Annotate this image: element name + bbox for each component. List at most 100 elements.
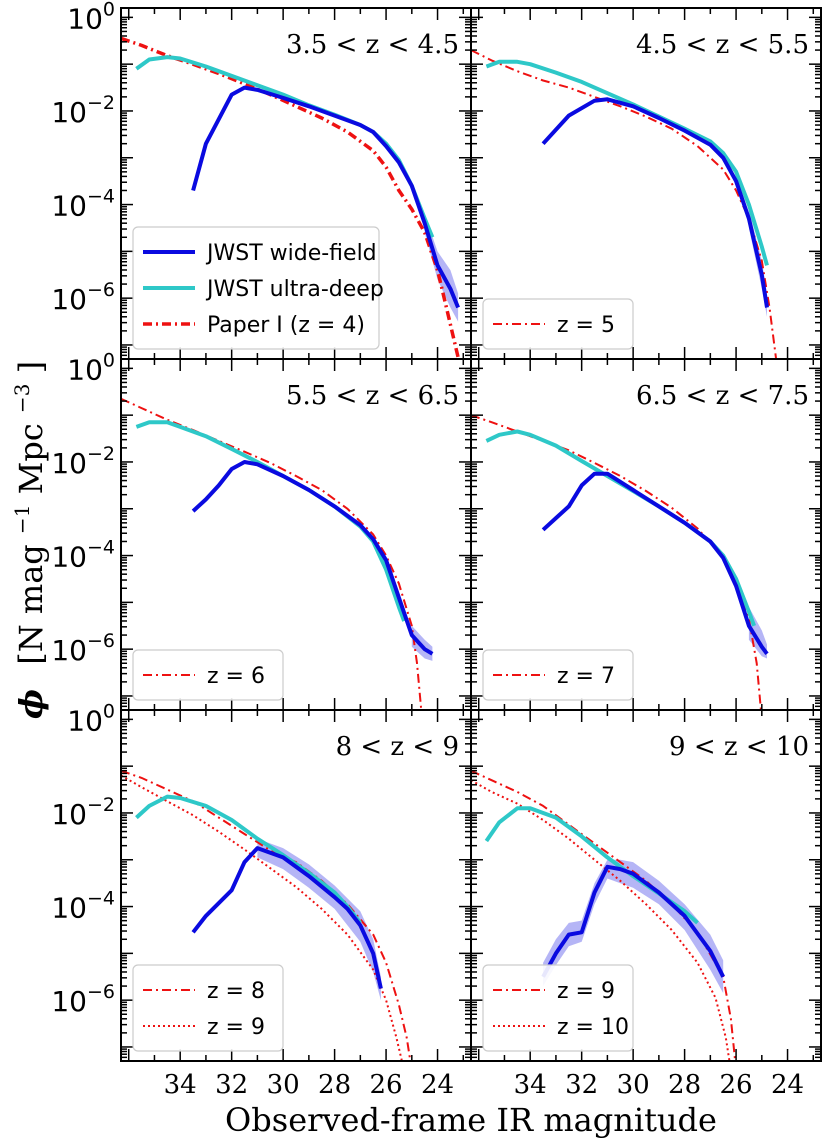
legend-box xyxy=(132,226,380,350)
wide-field-line xyxy=(191,846,383,989)
y-tick-label-base: 10 xyxy=(51,96,87,129)
y-axis-symbol: ϕ xyxy=(12,689,50,719)
y-tick-label: 10−6 xyxy=(51,981,115,1018)
y-tick-label-base: 10 xyxy=(51,798,87,831)
y-tick-label: 10−4 xyxy=(51,888,115,925)
legend-label: z = 9 xyxy=(557,979,615,1004)
y-tick-label-exponent: −4 xyxy=(87,537,115,559)
legend-label: z = 5 xyxy=(557,313,615,338)
model-line xyxy=(471,779,731,1061)
y-axis-units-exp2: −3 xyxy=(10,384,34,413)
y-tick-label-exponent: 0 xyxy=(103,349,115,371)
ultra-deep-line xyxy=(135,794,362,925)
panel: 34 32 30 28 26 24 9 < z < 10 z = 9 z = 10 xyxy=(470,709,822,1100)
plot-area xyxy=(121,397,434,710)
y-tick-label-base: 10 xyxy=(51,447,87,480)
y-tick-label-base: 10 xyxy=(67,704,103,737)
x-tick-label: 26 xyxy=(370,1070,403,1100)
legend-label: z = 6 xyxy=(207,664,265,689)
legend-box xyxy=(132,964,284,1052)
y-tick-label-base: 10 xyxy=(51,190,87,223)
y-tick-label: 10−2 xyxy=(51,794,115,831)
y-tick-label: 100 xyxy=(67,700,115,737)
x-tick-label: 30 xyxy=(617,1070,650,1100)
x-tick-label: 28 xyxy=(668,1070,701,1100)
plot-area xyxy=(121,36,461,359)
wide-field-line xyxy=(191,460,434,656)
panel-title: 9 < z < 10 xyxy=(669,732,809,762)
x-tick-label: 24 xyxy=(771,1070,804,1100)
legend-label: z = 7 xyxy=(557,664,615,689)
y-tick-label-base: 10 xyxy=(51,283,87,316)
y-tick-label-exponent: −6 xyxy=(87,279,115,301)
legend-label: z = 10 xyxy=(557,1015,629,1040)
plot-area xyxy=(471,414,769,710)
x-tick-label: 26 xyxy=(720,1070,753,1100)
plot-area xyxy=(121,769,412,1061)
x-tick-label: 30 xyxy=(267,1070,300,1100)
y-axis-units-3: ] xyxy=(12,361,50,373)
legend-label: Paper I (z = 4) xyxy=(207,313,365,338)
y-axis-label: ϕ [N mag −1 Mpc −3 ] xyxy=(0,361,50,719)
y-tick-label: 10−4 xyxy=(51,186,115,223)
wide-field-line xyxy=(541,864,725,978)
legend-label: JWST ultra-deep xyxy=(205,277,384,302)
legend-box xyxy=(132,649,284,701)
panel: 4.5 < z < 5.5 z = 5 xyxy=(470,7,822,360)
y-tick-label-exponent: −4 xyxy=(87,888,115,910)
y-tick-label-exponent: 0 xyxy=(103,700,115,722)
panel-title: 8 < z < 9 xyxy=(336,732,459,762)
legend-label: JWST wide-field xyxy=(205,241,377,266)
x-tick-label: 32 xyxy=(565,1070,598,1100)
y-tick-label: 10−4 xyxy=(51,537,115,574)
panel-title: 6.5 < z < 7.5 xyxy=(636,381,809,411)
y-tick-label: 100 xyxy=(67,349,115,386)
wide-field-line xyxy=(541,97,769,308)
y-tick-label: 10−6 xyxy=(51,630,115,667)
y-tick-label-exponent: −4 xyxy=(87,186,115,208)
panel: 6.5 < z < 7.5 z = 7 xyxy=(470,358,822,711)
y-tick-label-exponent: −2 xyxy=(87,794,115,816)
y-tick-label-exponent: −2 xyxy=(87,92,115,114)
legend-box xyxy=(482,964,634,1052)
ultra-deep-line xyxy=(135,420,406,622)
y-axis-units-1: [N mag xyxy=(12,544,50,665)
x-tick-label: 34 xyxy=(164,1070,197,1100)
y-tick-label-base: 10 xyxy=(67,353,103,386)
x-tick-label: 24 xyxy=(421,1070,454,1100)
wide-field-line xyxy=(191,85,460,309)
y-tick-label-exponent: −6 xyxy=(87,981,115,1003)
y-axis-units-2: Mpc xyxy=(12,423,50,494)
panel-title: 3.5 < z < 4.5 xyxy=(286,30,459,60)
wide-field-uncertainty-band xyxy=(424,213,459,322)
panel-frame xyxy=(470,709,822,1062)
legend-label: z = 8 xyxy=(207,979,265,1004)
y-tick-label-base: 10 xyxy=(51,634,87,667)
y-axis-units-exp1: −1 xyxy=(10,505,34,534)
wide-field-line xyxy=(541,471,769,655)
model-line xyxy=(471,49,778,359)
y-tick-label-exponent: −6 xyxy=(87,630,115,652)
y-tick-label: 100 xyxy=(67,0,115,35)
x-tick-label: 34 xyxy=(514,1070,547,1100)
plot-area xyxy=(471,769,737,1061)
y-tick-label: 10−6 xyxy=(51,279,115,316)
y-tick-label-base: 10 xyxy=(67,2,103,35)
y-tick-label-exponent: 0 xyxy=(103,0,115,20)
legend-box xyxy=(482,298,634,350)
model-line xyxy=(121,774,403,1061)
panel-title: 4.5 < z < 5.5 xyxy=(636,30,809,60)
y-tick-label: 10−2 xyxy=(51,92,115,129)
plot-area xyxy=(471,49,778,359)
y-tick-label-exponent: −2 xyxy=(87,443,115,465)
wide-field-uncertainty-band xyxy=(543,859,724,994)
x-tick-label: 32 xyxy=(215,1070,248,1100)
legend-box xyxy=(482,649,634,701)
x-tick-label: 28 xyxy=(318,1070,351,1100)
x-axis-label: Observed-frame IR magnitude xyxy=(225,1101,717,1139)
panel-title: 5.5 < z < 6.5 xyxy=(286,381,459,411)
legend-label: z = 9 xyxy=(207,1015,265,1040)
